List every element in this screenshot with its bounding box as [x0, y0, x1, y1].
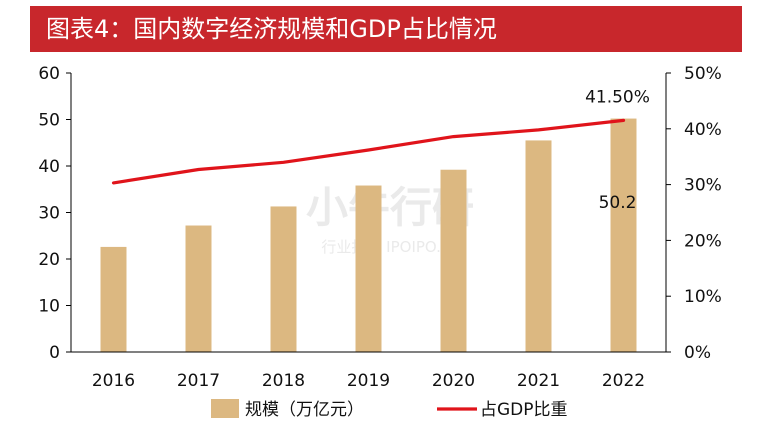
y-right-tick-label: 30% [684, 176, 722, 196]
y-right-tick-label: 50% [684, 64, 722, 84]
x-tick-label: 2021 [517, 371, 560, 391]
legend-bar-label: 规模（万亿元） [245, 400, 364, 420]
bar [525, 140, 552, 352]
y-left-tick-label: 40 [38, 157, 60, 177]
y-left-tick-label: 60 [38, 64, 60, 84]
y-left-tick-label: 10 [38, 297, 60, 317]
y-left-tick-label: 30 [38, 204, 60, 224]
bar-data-label: 50.2 [599, 193, 637, 213]
chart-title-bar: 图表4：国内数字经济规模和GDP占比情况 [30, 6, 742, 52]
bar [100, 246, 127, 352]
y-right-tick-label: 40% [684, 120, 722, 140]
y-right-tick-label: 10% [684, 287, 722, 307]
y-right-tick-label: 0% [684, 343, 711, 363]
x-tick-label: 2022 [602, 371, 645, 391]
bar [270, 206, 297, 352]
bar [610, 118, 637, 352]
bar [440, 169, 467, 352]
legend-bar-swatch [211, 399, 239, 418]
x-tick-label: 2017 [177, 371, 220, 391]
y-left-tick-label: 0 [49, 343, 60, 363]
chart-title: 图表4：国内数字经济规模和GDP占比情况 [46, 15, 497, 43]
line-series [111, 118, 626, 185]
legend-line-label: 占GDP比重 [480, 400, 568, 420]
y-right-tick-label: 20% [684, 231, 722, 251]
y-left-tick-label: 20 [38, 250, 60, 270]
x-tick-label: 2018 [262, 371, 305, 391]
bar [355, 185, 382, 352]
x-tick-label: 2020 [432, 371, 475, 391]
line-data-label: 41.50% [585, 87, 650, 107]
x-tick-label: 2019 [347, 371, 390, 391]
bar [185, 225, 212, 352]
x-tick-label: 2016 [92, 371, 135, 391]
y-left-tick-label: 50 [38, 111, 60, 131]
